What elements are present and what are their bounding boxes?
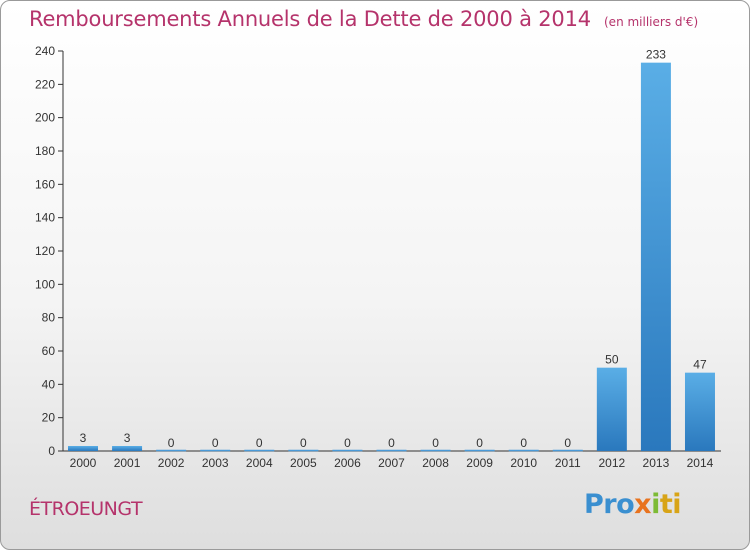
logo-part-1: Pro: [584, 489, 635, 520]
y-tick-label: 80: [42, 311, 56, 325]
y-tick-label: 100: [35, 277, 55, 291]
x-tick-label: 2003: [202, 456, 229, 470]
logo-part-3: i: [651, 489, 660, 520]
x-tick-label: 2006: [334, 456, 361, 470]
value-label: 0: [344, 436, 351, 450]
logo-part-2: x: [634, 489, 652, 520]
value-label: 3: [80, 431, 87, 445]
y-tick-label: 160: [35, 177, 55, 191]
value-label: 0: [476, 436, 483, 450]
unit-note: (en milliers d'€): [604, 15, 699, 29]
chart-title: Remboursements Annuels de la Dette de 20…: [29, 7, 591, 31]
value-label: 0: [520, 436, 527, 450]
value-label: 0: [564, 436, 571, 450]
value-label: 0: [388, 436, 395, 450]
y-tick-label: 240: [35, 44, 55, 58]
proxiti-logo: Proxiti: [584, 489, 682, 520]
value-label: 0: [256, 436, 263, 450]
y-tick-label: 220: [35, 77, 55, 91]
title-row: Remboursements Annuels de la Dette de 20…: [29, 7, 698, 31]
value-label: 0: [300, 436, 307, 450]
value-label: 0: [432, 436, 439, 450]
y-tick-label: 20: [42, 411, 56, 425]
x-tick-label: 2001: [114, 456, 141, 470]
x-tick-label: 2009: [466, 456, 493, 470]
x-tick-label: 2007: [378, 456, 405, 470]
value-label: 0: [168, 436, 175, 450]
y-tick-label: 40: [42, 377, 56, 391]
y-tick-label: 0: [48, 444, 55, 458]
bar: [684, 372, 715, 451]
x-tick-label: 2005: [290, 456, 317, 470]
x-tick-label: 2010: [510, 456, 537, 470]
logo-part-4: ti: [659, 489, 682, 520]
value-label: 3: [124, 431, 131, 445]
x-tick-label: 2013: [643, 456, 670, 470]
bar: [112, 446, 143, 451]
bar: [640, 62, 671, 452]
x-tick-label: 2012: [598, 456, 625, 470]
bar: [596, 367, 627, 451]
y-tick-label: 120: [35, 244, 55, 258]
y-tick-label: 180: [35, 144, 55, 158]
x-tick-label: 2014: [687, 456, 714, 470]
value-label: 47: [693, 358, 707, 372]
value-label: 50: [605, 353, 619, 367]
x-tick-label: 2011: [555, 456, 581, 470]
y-tick-label: 60: [42, 344, 56, 358]
bar: [68, 446, 98, 451]
value-label: 0: [212, 436, 219, 450]
x-tick-label: 2002: [158, 456, 185, 470]
x-tick-label: 2004: [246, 456, 273, 470]
x-tick-label: 2000: [70, 456, 97, 470]
y-tick-label: 200: [35, 111, 55, 125]
x-tick-label: 2008: [422, 456, 449, 470]
y-tick-label: 140: [35, 211, 55, 225]
commune-name: ÉTROEUNGT: [29, 498, 143, 520]
value-label: 233: [646, 48, 666, 62]
